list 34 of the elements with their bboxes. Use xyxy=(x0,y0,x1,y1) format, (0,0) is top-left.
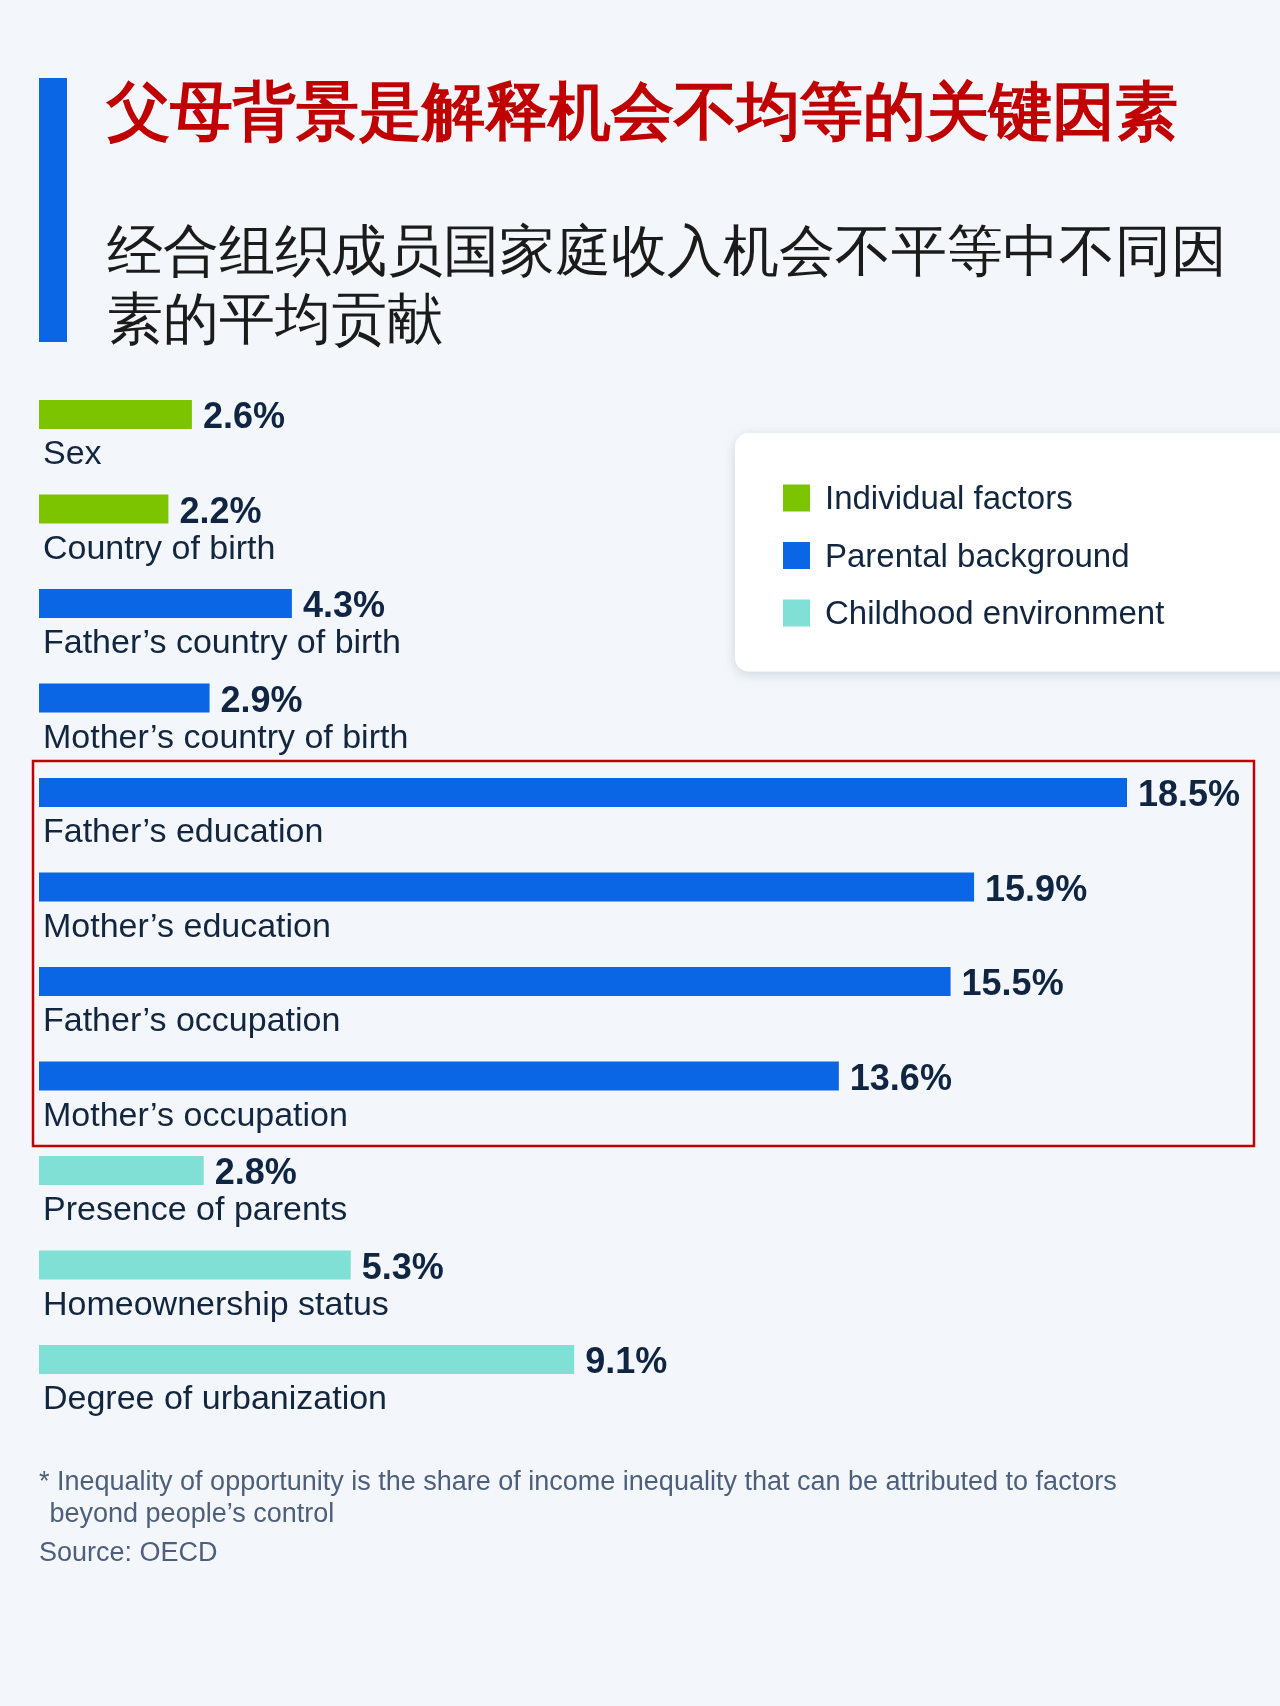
bar xyxy=(39,400,192,429)
data-label: 13.6% xyxy=(849,1056,952,1098)
legend-label: Childhood environment xyxy=(825,594,1165,631)
bar xyxy=(39,1061,839,1091)
source-note: Source: OECD xyxy=(39,1537,218,1567)
data-label: 2.6% xyxy=(202,395,285,436)
data-label: 18.5% xyxy=(1138,773,1241,814)
bar xyxy=(39,1250,351,1280)
y-tick-label: Presence of parents xyxy=(43,1189,348,1227)
y-tick-label: Degree of urbanization xyxy=(43,1378,388,1416)
data-label: 9.1% xyxy=(585,1340,668,1381)
data-label: 15.5% xyxy=(961,962,1064,1003)
bar xyxy=(39,872,975,902)
bar xyxy=(39,683,210,713)
bar xyxy=(39,778,1127,807)
y-tick-label: Father’s education xyxy=(43,811,324,849)
y-tick-label: Mother’s occupation xyxy=(43,1094,348,1133)
legend-label: Parental background xyxy=(825,536,1130,574)
bar xyxy=(39,967,951,996)
data-label: 4.3% xyxy=(302,584,385,625)
y-tick-label: Mother’s education xyxy=(43,905,331,944)
data-label: 15.9% xyxy=(985,867,1088,909)
y-tick-label: Sex xyxy=(43,433,102,471)
bar xyxy=(39,589,292,618)
bar xyxy=(39,1156,204,1185)
legend-label: Individual factors xyxy=(825,479,1073,516)
data-label: 2.8% xyxy=(214,1151,297,1192)
bar xyxy=(39,494,169,524)
chart-title: 父母背景是解释机会不均等的关键因素 xyxy=(105,76,1178,146)
text: * Inequality of opportunity is the share of income inequality that can be attributed to factors beyond people’s control xyxy=(39,1466,1117,1528)
y-tick-label: Father’s occupation xyxy=(43,1000,341,1038)
chart-subtitle: 经合组织成员国家庭收入机会不平等中不同因素的平均贡献 xyxy=(107,219,1227,350)
y-tick-label: Father’s country of birth xyxy=(43,622,401,660)
bar xyxy=(39,1345,575,1374)
